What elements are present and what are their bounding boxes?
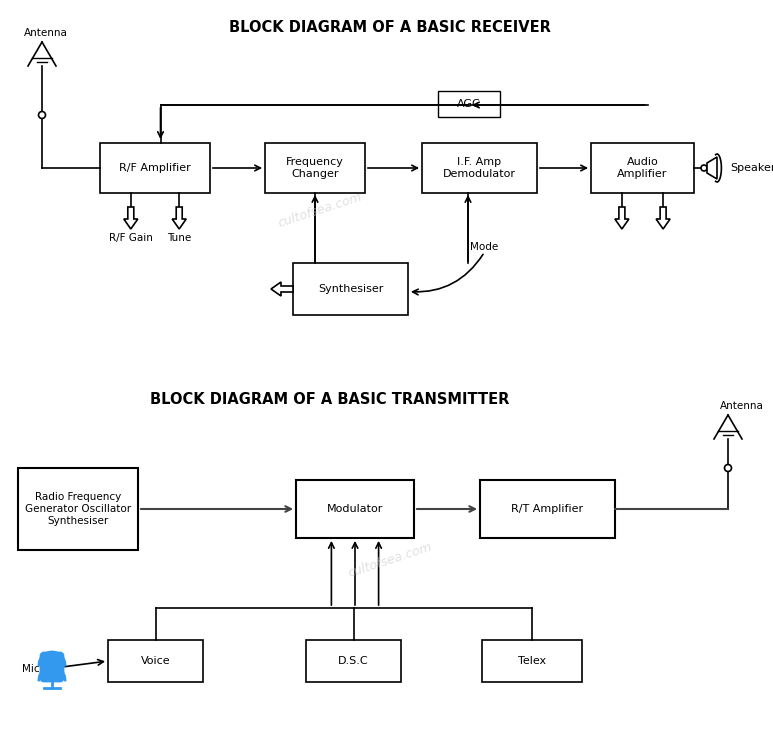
- FancyBboxPatch shape: [41, 653, 63, 681]
- Text: Speaker: Speaker: [730, 163, 773, 173]
- Polygon shape: [124, 207, 138, 229]
- Text: BLOCK DIAGRAM OF A BASIC RECEIVER: BLOCK DIAGRAM OF A BASIC RECEIVER: [229, 21, 551, 35]
- Text: Synthesiser: Synthesiser: [318, 284, 383, 294]
- Text: R/T Amplifier: R/T Amplifier: [512, 504, 584, 514]
- Text: Voice: Voice: [141, 656, 170, 666]
- Text: Modulator: Modulator: [327, 504, 383, 514]
- Text: R/F Gain: R/F Gain: [109, 233, 153, 243]
- Text: I.F. Amp
Demodulator: I.F. Amp Demodulator: [443, 157, 516, 179]
- Polygon shape: [172, 207, 186, 229]
- Text: cultofsea.com: cultofsea.com: [346, 540, 434, 580]
- Text: Tune: Tune: [167, 233, 192, 243]
- FancyBboxPatch shape: [422, 143, 537, 193]
- Text: Mic: Mic: [22, 664, 40, 674]
- Text: Frequency
Changer: Frequency Changer: [286, 157, 344, 179]
- Text: cultofsea.com: cultofsea.com: [276, 191, 363, 229]
- FancyBboxPatch shape: [482, 640, 582, 682]
- Polygon shape: [656, 207, 670, 229]
- Text: D.S.C: D.S.C: [339, 656, 369, 666]
- FancyBboxPatch shape: [18, 468, 138, 550]
- Text: Telex: Telex: [518, 656, 546, 666]
- Text: AGC: AGC: [457, 99, 481, 109]
- Text: Antenna: Antenna: [720, 401, 764, 411]
- Circle shape: [701, 165, 707, 171]
- FancyBboxPatch shape: [480, 480, 615, 538]
- FancyBboxPatch shape: [293, 263, 408, 315]
- Polygon shape: [707, 157, 717, 179]
- FancyBboxPatch shape: [306, 640, 401, 682]
- Text: BLOCK DIAGRAM OF A BASIC TRANSMITTER: BLOCK DIAGRAM OF A BASIC TRANSMITTER: [150, 392, 509, 408]
- Circle shape: [39, 111, 46, 119]
- Circle shape: [724, 465, 731, 471]
- Text: Mode: Mode: [471, 242, 499, 252]
- FancyBboxPatch shape: [100, 143, 210, 193]
- Text: Antenna: Antenna: [24, 28, 68, 38]
- Text: Audio
Amplifier: Audio Amplifier: [618, 157, 668, 179]
- Text: R/F Amplifier: R/F Amplifier: [119, 163, 191, 173]
- FancyBboxPatch shape: [591, 143, 694, 193]
- FancyBboxPatch shape: [265, 143, 365, 193]
- Text: Radio Frequency
Generator Oscillator
Synthesiser: Radio Frequency Generator Oscillator Syn…: [25, 493, 131, 526]
- FancyBboxPatch shape: [108, 640, 203, 682]
- Polygon shape: [271, 282, 293, 296]
- FancyBboxPatch shape: [438, 91, 500, 117]
- Polygon shape: [615, 207, 629, 229]
- FancyBboxPatch shape: [296, 480, 414, 538]
